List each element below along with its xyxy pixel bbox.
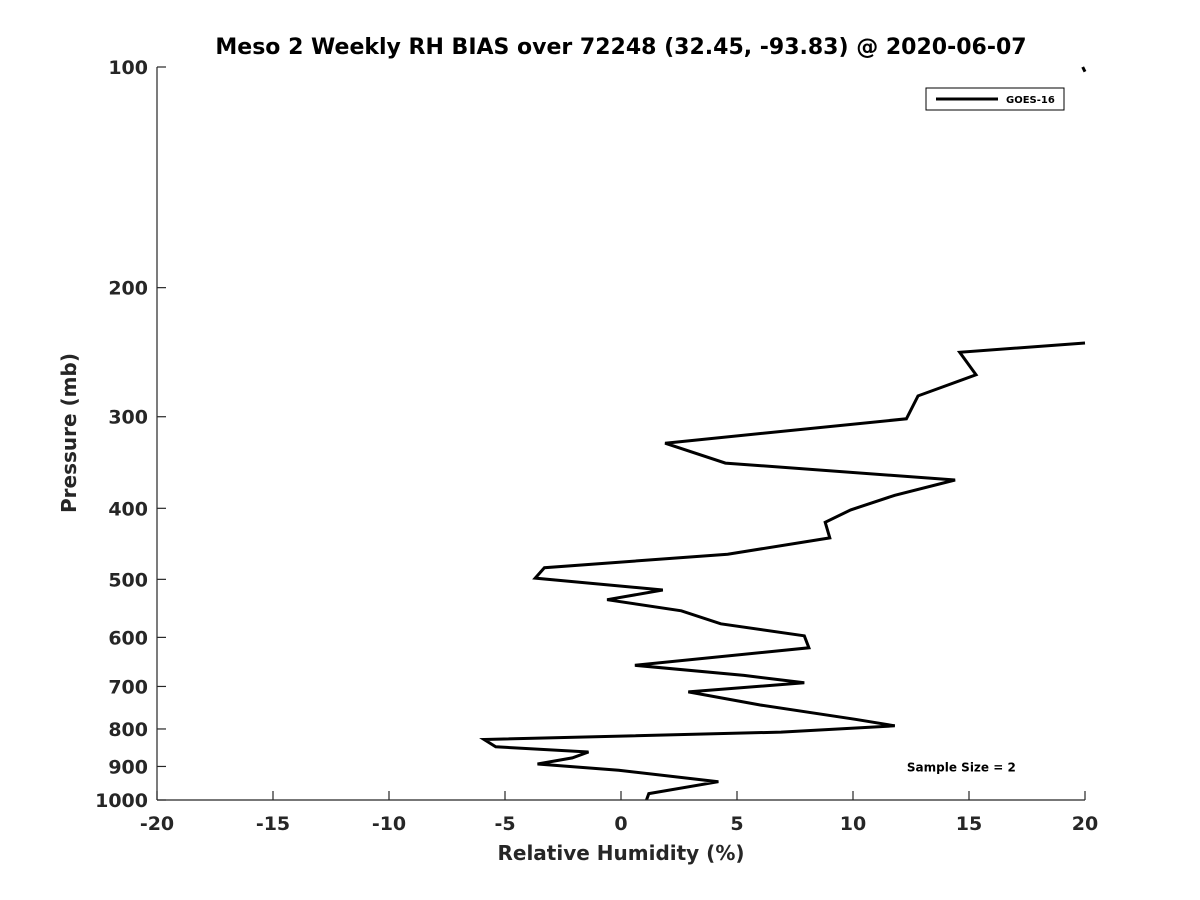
y-tick-label: 900 (108, 756, 148, 778)
y-tick-label: 1000 (95, 790, 148, 812)
y-tick-label: 600 (108, 627, 148, 649)
y-tick-label: 800 (108, 719, 148, 741)
y-tick-label: 100 (108, 57, 148, 79)
x-tick-label: -20 (140, 813, 174, 835)
y-tick-label: 200 (108, 278, 148, 300)
series-line-goes-16 (1081, 66, 1087, 73)
x-axis-label: Relative Humidity (%) (497, 841, 744, 865)
x-tick-label: 15 (956, 813, 982, 835)
series-line-goes-16 (479, 341, 1086, 801)
y-tick-label: 300 (108, 407, 148, 429)
x-tick-label: -5 (494, 813, 515, 835)
y-tick-label: 500 (108, 569, 148, 591)
chart-title: Meso 2 Weekly RH BIAS over 72248 (32.45,… (215, 35, 1026, 60)
x-tick-label: -10 (372, 813, 406, 835)
y-tick-label: 400 (108, 498, 148, 520)
legend: GOES-16 (925, 87, 1065, 111)
x-tick-label: 20 (1072, 813, 1098, 835)
x-tick-label: 10 (840, 813, 866, 835)
x-tick-label: -15 (256, 813, 290, 835)
y-axis-label: Pressure (mb) (57, 353, 81, 513)
y-tick-label: 700 (108, 676, 148, 698)
sample-size-annotation: Sample Size = 2 (907, 760, 1016, 774)
x-tick-label: 0 (614, 813, 627, 835)
legend-entry: GOES-16 (1006, 95, 1055, 106)
x-tick-label: 5 (730, 813, 743, 835)
